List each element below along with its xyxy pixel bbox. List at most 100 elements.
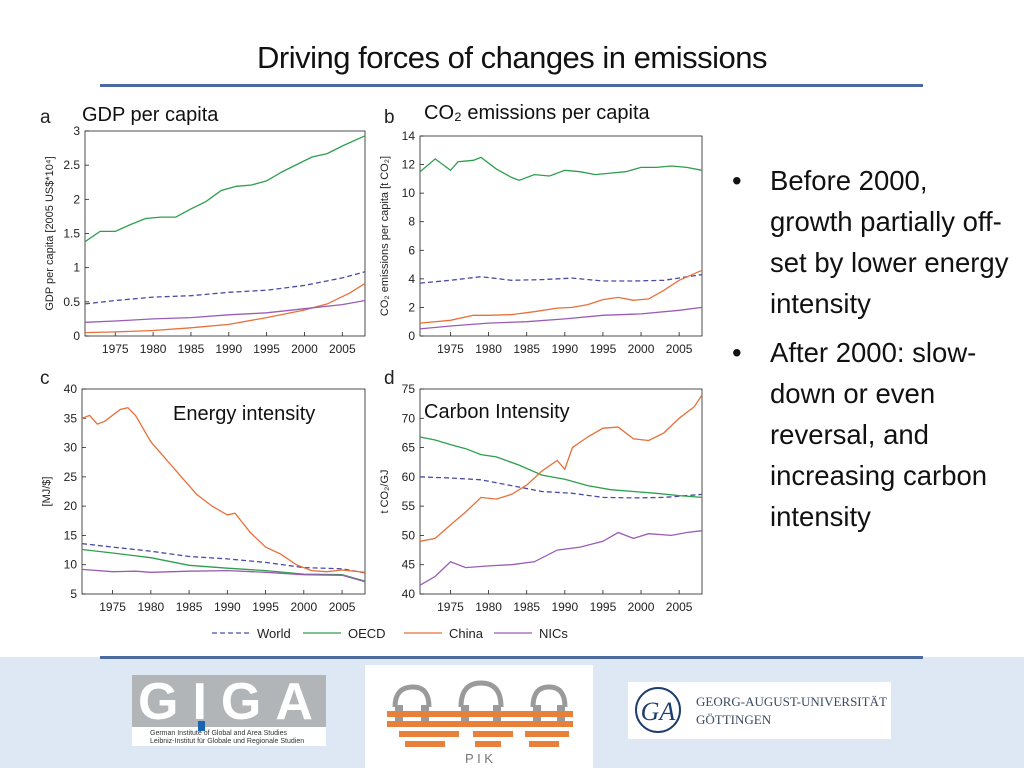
legend-label-china: China [449, 626, 484, 641]
panel-letter: d [384, 368, 395, 389]
x-tick-label: 2005 [666, 342, 693, 356]
panel-title: Energy intensity [173, 403, 315, 425]
y-tick-label: 50 [402, 528, 416, 542]
legend-label-oecd: OECD [348, 626, 386, 641]
goettingen-seal: GA [635, 687, 681, 733]
series-line-china-a [84, 282, 366, 334]
bottom-divider [100, 656, 923, 659]
x-tick-label: 2000 [628, 342, 655, 356]
x-tick-label: 1980 [140, 342, 167, 356]
x-tick-label: 1980 [475, 600, 502, 614]
x-tick-label: 1985 [513, 342, 540, 356]
x-tick-label: 1990 [551, 342, 578, 356]
bullet-text: After 2000: slow-down or even reversal, … [770, 337, 988, 532]
x-tick-label: 1995 [590, 342, 617, 356]
y-tick-label: 0 [73, 329, 80, 343]
chart-panel-d: 40 45 50 55 60 65 70 75 1975 1980 1985 1990 1995 2000… [379, 368, 703, 614]
chart-panel-c: 5 10 15 20 25 30 35 40 1975 1980 1985 1990 1995 2000 2… [40, 368, 366, 614]
y-axis-label: CO₂ emissions per capita [t CO₂] [379, 156, 391, 316]
y-tick-label: 70 [402, 411, 416, 425]
series-line-china-d [419, 394, 703, 542]
x-tick-label: 1975 [437, 342, 464, 356]
y-axis-label: GDP per capita [2005 US$*10⁴] [44, 156, 56, 310]
svg-text:GA: GA [641, 697, 676, 726]
chart-axes-box [419, 388, 703, 595]
y-tick-label: 2 [73, 192, 80, 206]
panel-title: GDP per capita [82, 104, 219, 126]
bullet-text: Before 2000, growth partially off-set by… [770, 165, 1009, 319]
giga-logo: GIGA German Institute of Global and Area… [132, 675, 326, 746]
panel-title: Carbon Intensity [424, 401, 570, 423]
chart-axes-box [84, 130, 366, 337]
y-tick-label: 40 [402, 587, 416, 601]
legend-label-nics: NICs [539, 626, 568, 641]
x-tick-label: 1995 [590, 600, 617, 614]
giga-logo-line2: Leibniz-Institut für Globale und Regiona… [150, 738, 305, 745]
y-tick-label: 10 [64, 558, 78, 572]
x-tick-label: 2000 [290, 600, 317, 614]
series-line-oecd-a [84, 135, 366, 243]
goettingen-line2: GÖTTINGEN [696, 712, 772, 727]
y-tick-label: 14 [402, 129, 416, 143]
slide-title: Driving forces of changes in emissions [257, 40, 767, 75]
giga-logo-line1: German Institute of Global and Area Stud… [150, 730, 287, 737]
y-tick-label: 40 [64, 382, 78, 396]
series-line-oecd-d [419, 436, 703, 499]
legend: World OECD China NICs [212, 626, 568, 641]
chart-axes-box [419, 135, 703, 337]
series-line-world-a [84, 271, 366, 305]
y-tick-label: 0 [408, 329, 415, 343]
y-tick-label: 75 [402, 382, 416, 396]
x-tick-label: 1980 [475, 342, 502, 356]
y-tick-label: 1.5 [63, 227, 80, 241]
panel-letter: a [40, 107, 51, 128]
x-tick-label: 1975 [102, 342, 129, 356]
bullet-dot: • [732, 165, 742, 196]
goettingen-logo: GA GEORG-AUGUST-UNIVERSITÄT GÖTTINGEN [628, 682, 891, 739]
x-tick-label: 1990 [215, 342, 242, 356]
x-tick-label: 2000 [291, 342, 318, 356]
y-tick-label: 8 [408, 215, 415, 229]
giga-logo-letters: GIGA [138, 673, 327, 731]
footer-band: GIGA German Institute of Global and Area… [0, 657, 1024, 768]
panel-letter: b [384, 107, 395, 128]
chart-axes-box [81, 388, 366, 595]
bullet-item: • After 2000: slow-down or even reversal… [732, 332, 1017, 537]
y-tick-label: 6 [408, 243, 415, 257]
y-tick-label: 30 [64, 441, 78, 455]
series-line-china-c [81, 406, 366, 573]
chart-panel-b: 0 2 4 6 8 10 12 14 1975 1980 1985 1990 1995 2000 2005 C… [379, 102, 703, 356]
top-divider [100, 84, 923, 87]
series-line-nics-a [84, 299, 366, 323]
pik-logo-graphic: P I K [387, 680, 573, 766]
x-tick-label: 2005 [329, 342, 356, 356]
x-tick-label: 2005 [666, 600, 693, 614]
x-tick-label: 2005 [329, 600, 356, 614]
x-tick-label: 1990 [214, 600, 241, 614]
x-tick-label: 1995 [252, 600, 279, 614]
y-tick-label: 1 [73, 261, 80, 275]
series-line-world-d [419, 476, 703, 499]
y-tick-label: 35 [64, 411, 78, 425]
series-line-world-c [81, 542, 366, 574]
bullet-item: • Before 2000, growth partially off-set … [732, 160, 1017, 324]
x-tick-label: 1990 [551, 600, 578, 614]
y-tick-label: 45 [402, 558, 416, 572]
x-tick-label: 1985 [178, 342, 205, 356]
giga-logo-band [132, 675, 326, 727]
y-tick-label: 25 [64, 470, 78, 484]
panel-letter: c [40, 368, 50, 389]
y-tick-label: 20 [64, 499, 78, 513]
y-tick-label: 12 [402, 158, 416, 172]
series-line-world-b [419, 273, 703, 284]
legend-label-world: World [257, 626, 291, 641]
y-tick-label: 0.5 [63, 295, 80, 309]
panel-title: CO₂ emissions per capita [424, 102, 651, 124]
x-tick-label: 1975 [437, 600, 464, 614]
x-tick-label: 1985 [176, 600, 203, 614]
series-line-nics-c [81, 568, 366, 583]
series-line-oecd-b [419, 156, 703, 181]
y-tick-label: 3 [73, 124, 80, 138]
bullet-list: • Before 2000, growth partially off-set … [732, 160, 1017, 545]
